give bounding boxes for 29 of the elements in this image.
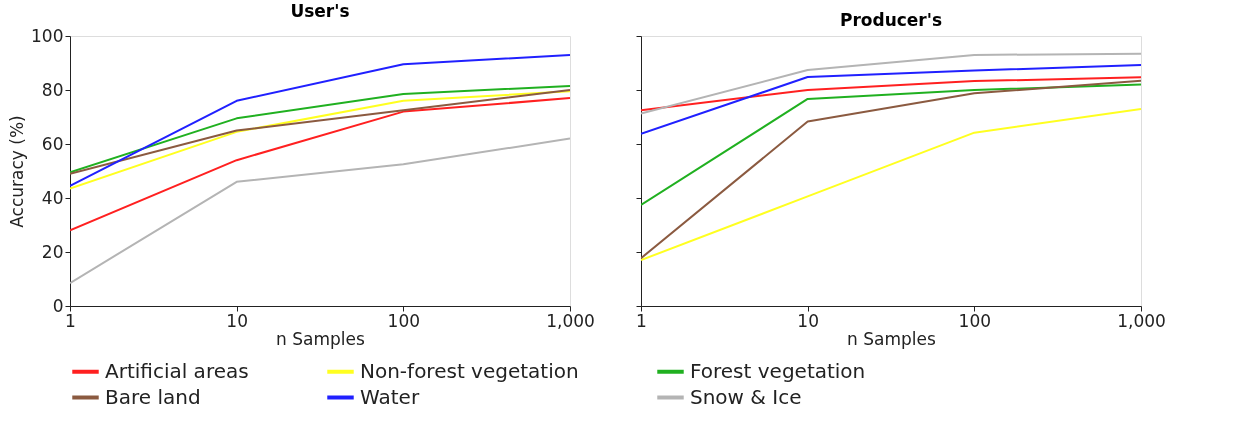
x-axis-title: n Samples xyxy=(276,328,366,349)
y-tick-label: 20 xyxy=(41,241,64,262)
y-tick-label: 40 xyxy=(41,187,64,208)
y-tick-label: 0 xyxy=(52,295,64,316)
x-tick-label: 100 xyxy=(387,310,421,331)
chart-title: User's xyxy=(290,1,350,21)
y-tick-label: 80 xyxy=(41,79,64,100)
legend-label: Bare land xyxy=(105,384,201,409)
legend-label: Non-forest vegetation xyxy=(360,358,579,383)
legend-label: Artificial areas xyxy=(105,358,249,383)
line-series xyxy=(70,97,570,232)
legend-label: Snow & Ice xyxy=(690,384,802,409)
legend-label: Water xyxy=(360,384,420,409)
x-tick-label: 1 xyxy=(65,310,76,331)
line-series xyxy=(70,90,570,190)
y-tick-label: 60 xyxy=(41,133,64,154)
line-series xyxy=(70,137,570,285)
x-tick-label: 1,000 xyxy=(1117,310,1166,331)
x-axis-title: n Samples xyxy=(847,328,937,349)
x-tick-label: 10 xyxy=(797,310,819,331)
x-tick-label: 100 xyxy=(958,310,992,331)
y-tick-label: 100 xyxy=(31,25,64,46)
x-tick-label: 1 xyxy=(636,310,647,331)
legend-label: Forest vegetation xyxy=(690,358,866,383)
y-axis-title: Accuracy (%) xyxy=(7,115,28,228)
chart-title: Producer's xyxy=(839,9,943,30)
x-tick-label: 10 xyxy=(226,310,248,331)
x-tick-label: 1,000 xyxy=(546,310,595,331)
line-series xyxy=(70,53,570,187)
